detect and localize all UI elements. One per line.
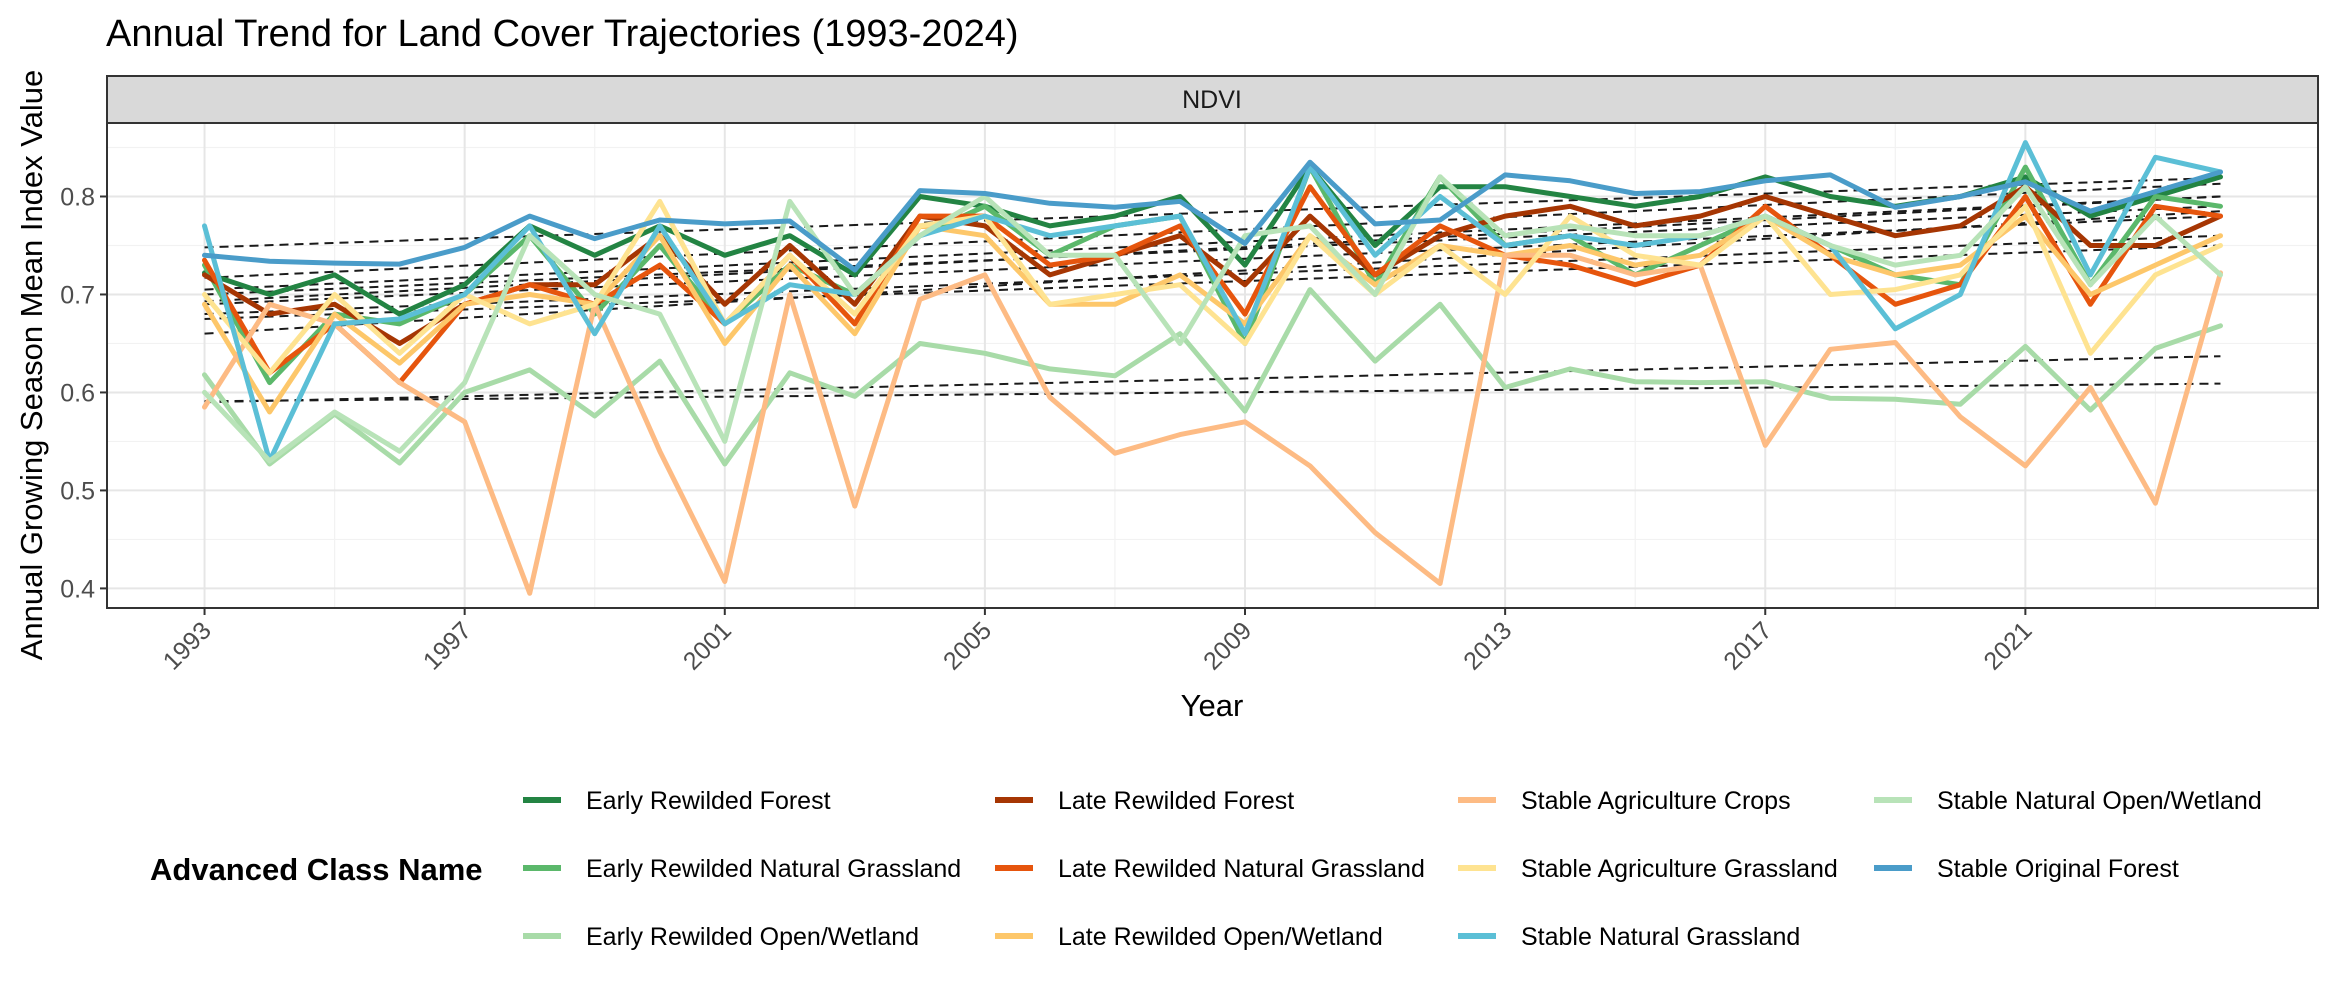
y-tick-label: 0.6 — [60, 379, 95, 407]
legend-label: Stable Natural Open/Wetland — [1937, 787, 2262, 815]
x-axis-title: Year — [1181, 688, 1244, 723]
legend: Early Rewilded Forest Early Rewilded Natu… — [523, 787, 2262, 951]
legend-title: Advanced Class Name — [150, 852, 483, 887]
trend-line — [204, 195, 2221, 291]
legend-label: Late Rewilded Forest — [1058, 787, 1294, 815]
x-tick-label: 1997 — [418, 616, 477, 675]
facet-strip — [106, 75, 2319, 124]
series-line — [202, 174, 2223, 464]
x-axis: 1993 1997 2001 2005 2009 2013 2017 2021 — [158, 608, 2038, 676]
series-line — [202, 159, 2223, 273]
trend-line — [204, 176, 2221, 249]
legend-label: Late Rewilded Natural Grassland — [1058, 855, 1425, 883]
legend-label: Early Rewilded Open/Wetland — [586, 923, 919, 951]
x-tick-label: 2009 — [1198, 616, 1257, 675]
legend-label: Early Rewilded Natural Grassland — [586, 855, 961, 883]
y-axis: 0.4 0.5 0.6 0.7 0.8 — [60, 183, 107, 603]
y-axis-title: Annual Growing Season Mean Index Value — [14, 70, 49, 661]
series-line — [202, 252, 2223, 596]
y-tick-label: 0.4 — [60, 575, 95, 603]
series-lines — [202, 140, 2223, 596]
x-tick-label: 2017 — [1718, 616, 1777, 675]
x-tick-label: 2013 — [1458, 616, 1517, 675]
y-tick-label: 0.7 — [60, 281, 95, 309]
y-tick-label: 0.8 — [60, 183, 95, 211]
legend-label: Late Rewilded Open/Wetland — [1058, 923, 1383, 951]
trend-line — [204, 382, 2221, 403]
legend-label: Stable Original Forest — [1937, 855, 2179, 883]
legend-label: Early Rewilded Forest — [586, 787, 831, 815]
facet-label: NDVI — [1182, 86, 1242, 114]
series-line — [202, 198, 2223, 376]
plot-panel — [107, 123, 2318, 608]
plot-border — [106, 122, 2319, 609]
trend-line — [204, 355, 2221, 404]
series-line — [202, 213, 2223, 415]
y-tick-label: 0.5 — [60, 477, 95, 505]
series-line — [202, 184, 2223, 346]
x-tick-label: 2001 — [678, 616, 737, 675]
chart-title: Annual Trend for Land Cover Trajectories… — [106, 13, 1019, 55]
legend-label: Stable Agriculture Crops — [1521, 787, 1791, 815]
x-tick-label: 2021 — [1978, 616, 2037, 675]
legend-label: Stable Agriculture Grassland — [1521, 855, 1838, 883]
trend-line — [204, 205, 2221, 296]
x-tick-label: 1993 — [158, 616, 217, 675]
series-line — [202, 287, 2223, 467]
legend-label: Stable Natural Grassland — [1521, 923, 1800, 951]
x-tick-label: 2005 — [938, 616, 997, 675]
